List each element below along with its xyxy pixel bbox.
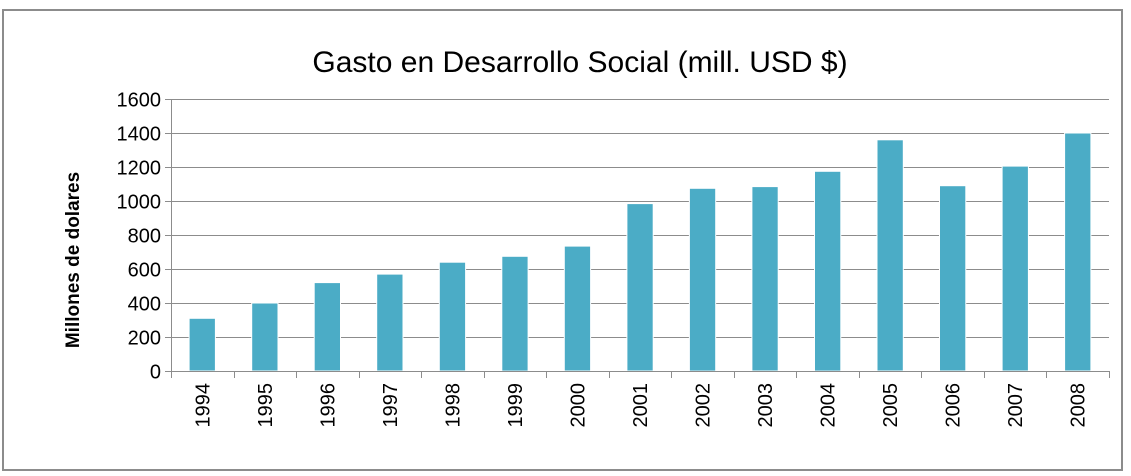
y-tick-label: 1000 <box>117 192 162 214</box>
y-tick-label: 1400 <box>117 124 162 146</box>
bar <box>688 187 717 372</box>
y-tick-label: 0 <box>150 362 161 384</box>
x-tick-label: 1995 <box>255 383 277 428</box>
y-tick-label: 600 <box>128 260 161 282</box>
bar <box>814 170 842 372</box>
bar <box>313 282 342 372</box>
bar <box>188 317 216 372</box>
bar <box>1064 132 1092 372</box>
bar <box>563 245 592 372</box>
bar <box>251 302 279 372</box>
x-tick-label: 2005 <box>880 383 902 428</box>
x-tick-label: 2007 <box>1005 383 1027 428</box>
x-tick-label: 1994 <box>192 383 214 428</box>
x-tick-labels: 1994 1995 1996 1997 1998 1999 2000 2001 2002 2003… <box>192 383 1089 428</box>
bar <box>751 186 779 372</box>
x-tick-label: 1997 <box>380 383 402 428</box>
y-tick-label: 1600 <box>117 90 162 112</box>
bar <box>626 203 654 372</box>
bar <box>876 139 904 372</box>
y-tick-label: 200 <box>128 328 161 350</box>
chart-frame <box>2 9 1123 471</box>
bar <box>1001 165 1029 372</box>
x-tick-label: 2000 <box>568 383 590 428</box>
y-tick-label: 1200 <box>117 158 162 180</box>
bar <box>376 273 404 372</box>
x-tick-label: 2006 <box>943 383 965 428</box>
axes <box>165 99 1110 378</box>
bar <box>438 261 467 372</box>
y-tick-label: 400 <box>128 294 161 316</box>
x-tick-label: 1998 <box>442 383 464 428</box>
x-tick-label: 2001 <box>630 383 652 428</box>
chart-title: Gasto en Desarrollo Social (mill. USD $) <box>312 46 847 79</box>
x-tick-label: 1996 <box>317 383 339 428</box>
y-tick-label: 800 <box>128 226 161 248</box>
bar <box>501 255 529 372</box>
bars <box>188 132 1092 372</box>
bar <box>939 185 967 372</box>
x-tick-label: 2008 <box>1068 383 1090 428</box>
y-axis-title: Millones de dolares <box>63 172 84 348</box>
x-tick-label: 2004 <box>818 383 840 428</box>
x-tick-label: 2002 <box>693 383 715 428</box>
y-tick-labels: 0 200 400 600 800 1000 1200 1400 1600 <box>117 90 162 384</box>
x-tick-label: 2003 <box>755 383 777 428</box>
x-tick-label: 1999 <box>505 383 527 428</box>
